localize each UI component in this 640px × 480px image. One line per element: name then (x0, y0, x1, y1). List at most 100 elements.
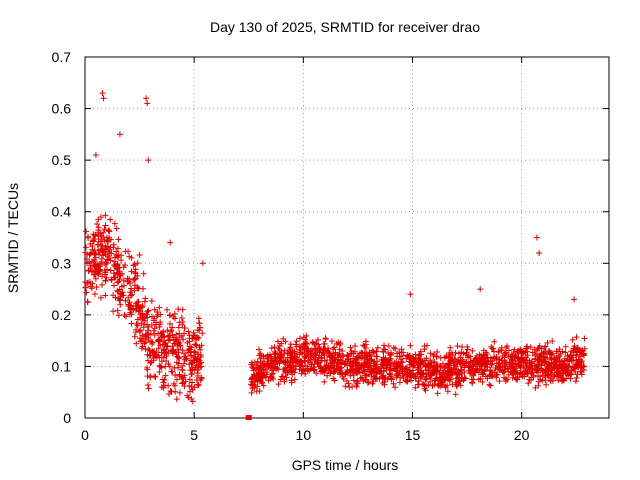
data-point (83, 228, 90, 235)
data-point (456, 371, 463, 378)
data-point (502, 351, 509, 358)
data-point (449, 351, 456, 358)
data-point (263, 363, 270, 370)
data-point (251, 384, 258, 391)
data-point (460, 350, 467, 357)
data-point (453, 363, 460, 370)
data-point (129, 291, 136, 298)
data-point (479, 379, 486, 386)
data-point (427, 370, 434, 377)
data-point (92, 151, 99, 158)
x-tick-label: 5 (190, 427, 198, 443)
data-point (502, 375, 509, 382)
data-point (562, 349, 569, 356)
data-point (160, 328, 167, 335)
data-point (267, 355, 274, 362)
y-tick-label: 0.5 (52, 152, 72, 168)
data-point (168, 368, 175, 375)
data-point (287, 354, 294, 361)
data-point (131, 261, 138, 268)
data-point (423, 382, 430, 389)
data-point (572, 378, 579, 385)
data-point (291, 369, 298, 376)
data-point (505, 347, 512, 354)
data-point (281, 378, 288, 385)
data-point (390, 344, 397, 351)
data-point (541, 345, 548, 352)
data-point (137, 327, 144, 334)
data-point (125, 294, 132, 301)
data-point (521, 356, 528, 363)
data-point (90, 271, 97, 278)
data-point (161, 346, 168, 353)
data-point (97, 294, 104, 301)
data-point (448, 366, 455, 373)
data-point (159, 331, 166, 338)
data-point (434, 364, 441, 371)
data-point (287, 367, 294, 374)
data-point (536, 249, 543, 256)
data-point (453, 359, 460, 366)
data-point (574, 359, 581, 366)
data-point (271, 348, 278, 355)
data-point (137, 311, 144, 318)
data-point (160, 354, 167, 361)
data-point (402, 365, 409, 372)
data-point (302, 336, 309, 343)
data-point (111, 262, 118, 269)
data-point (447, 344, 454, 351)
data-point (199, 330, 206, 337)
data-point (372, 374, 379, 381)
data-point (138, 338, 145, 345)
data-point (483, 357, 490, 364)
chart-title: Day 130 of 2025, SRMTID for receiver dra… (210, 19, 480, 35)
data-point (403, 355, 410, 362)
data-point (162, 372, 169, 379)
data-point (311, 341, 318, 348)
data-point (496, 356, 503, 363)
data-point (188, 344, 195, 351)
data-point (363, 372, 370, 379)
data-point (136, 251, 143, 258)
data-point (575, 364, 582, 371)
data-point (524, 368, 531, 375)
data-point (191, 357, 198, 364)
data-point (174, 337, 181, 344)
data-point (493, 360, 500, 367)
data-point (509, 353, 516, 360)
data-point (253, 388, 260, 395)
data-point (195, 355, 202, 362)
data-point (110, 308, 117, 315)
data-point (390, 380, 397, 387)
data-point (388, 363, 395, 370)
data-point (452, 379, 459, 386)
data-point (299, 367, 306, 374)
data-point (446, 349, 453, 356)
data-point (372, 367, 379, 374)
data-point (102, 212, 109, 219)
data-point (107, 267, 114, 274)
data-point (175, 324, 182, 331)
data-point (284, 369, 291, 376)
data-point (407, 291, 414, 298)
data-point (441, 377, 448, 384)
data-point (571, 343, 578, 350)
data-point (441, 364, 448, 371)
data-point (108, 277, 115, 284)
data-point (187, 349, 194, 356)
data-point (333, 340, 340, 347)
data-points (82, 90, 588, 420)
data-point (188, 395, 195, 402)
data-point (99, 281, 106, 288)
data-point (574, 346, 581, 353)
data-point (373, 368, 380, 375)
data-point (142, 295, 149, 302)
data-point (409, 359, 416, 366)
data-point (106, 228, 113, 235)
data-point (544, 354, 551, 361)
data-point (249, 364, 256, 371)
data-point (145, 337, 152, 344)
data-point (532, 384, 539, 391)
data-point (578, 359, 585, 366)
data-point (370, 348, 377, 355)
